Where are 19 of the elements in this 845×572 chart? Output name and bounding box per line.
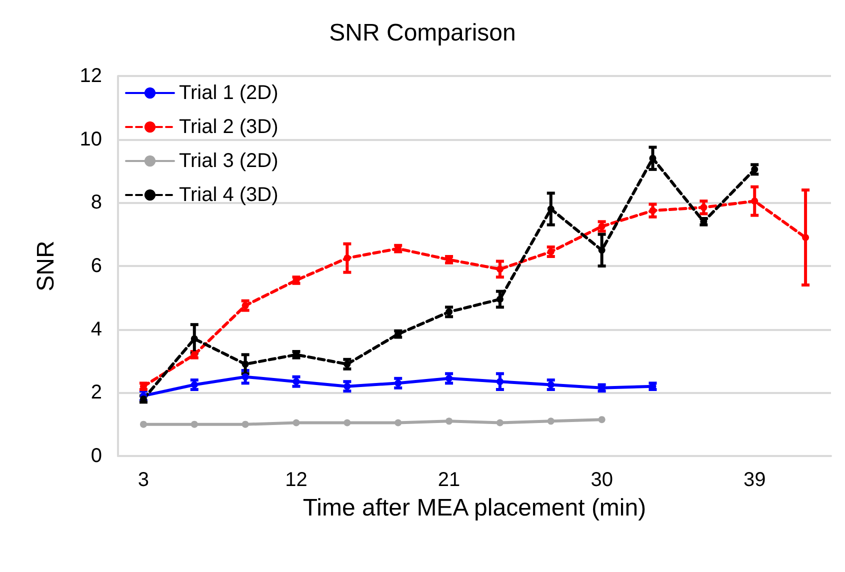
legend-label: Trial 4 (3D) [179,184,278,206]
x-tick-label: 3 [138,469,150,491]
y-axis-title: SNR [32,240,60,292]
y-tick-label: 2 [90,382,102,404]
chart-title: SNR Comparison [329,20,516,46]
legend-label: Trial 2 (3D) [179,116,278,138]
y-tick-label: 0 [90,445,102,467]
y-tick-label: 10 [80,128,102,150]
x-tick-label: 21 [438,469,460,491]
x-tick-label: 30 [590,469,613,491]
legend-label: Trial 1 (2D) [179,82,278,104]
y-tick-label: 4 [90,318,102,340]
x-axis-title: Time after MEA placement (min) [302,494,646,522]
y-tick-label: 12 [80,65,102,87]
x-tick-label: 39 [743,469,766,491]
y-tick-label: 6 [90,255,102,277]
x-tick-label: 12 [285,469,308,491]
legend-label: Trial 3 (2D) [179,150,278,172]
y-tick-label: 8 [90,192,102,214]
